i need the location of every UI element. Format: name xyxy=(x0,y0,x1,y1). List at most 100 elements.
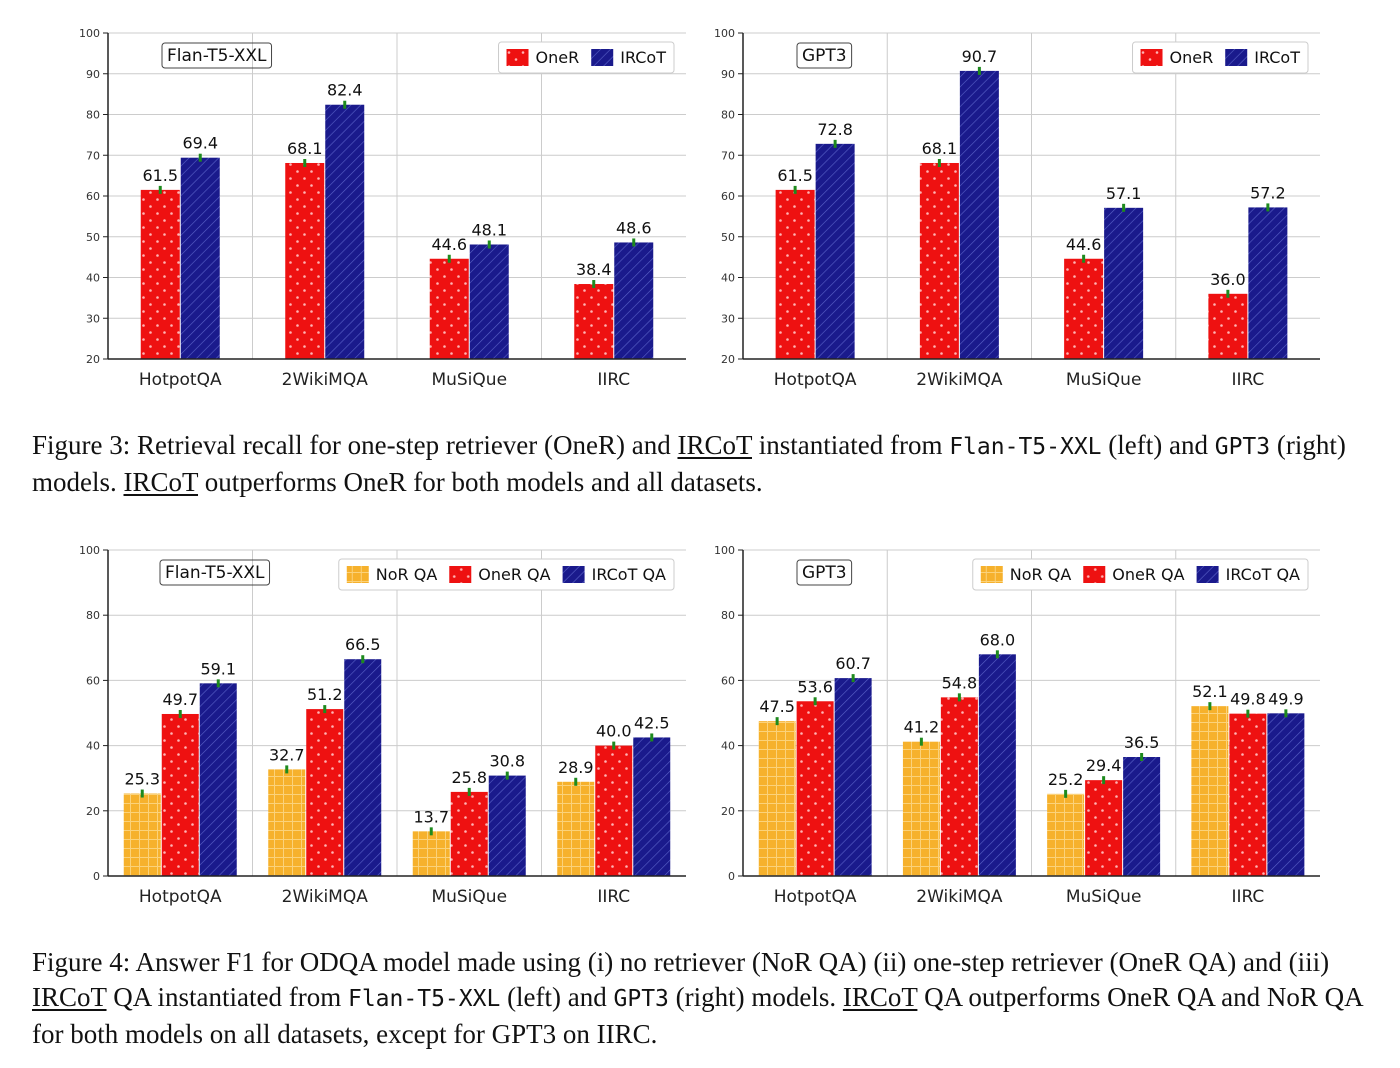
y-tick-label: 40 xyxy=(86,740,100,753)
y-tick-label: 100 xyxy=(714,27,735,40)
x-tick-label: MuSiQue xyxy=(431,370,507,390)
data-label: 32.7 xyxy=(269,745,305,764)
bar-ircot xyxy=(959,70,999,360)
bar-ircot xyxy=(1248,207,1288,359)
bar-nor xyxy=(902,741,940,876)
bar-ircot xyxy=(325,104,365,359)
legend-swatch-ircot xyxy=(1196,566,1219,583)
legend-swatch-nor xyxy=(346,566,369,583)
y-tick-label: 80 xyxy=(721,609,735,622)
chart-title: Flan-T5-XXL xyxy=(165,563,265,583)
data-label: 25.8 xyxy=(451,768,487,787)
bar-oner xyxy=(796,701,834,876)
bar-oner xyxy=(919,162,959,359)
data-label: 49.7 xyxy=(162,690,198,709)
bar-ircot xyxy=(633,737,671,876)
chart-title-box xyxy=(161,42,273,69)
y-tick-label: 100 xyxy=(714,544,735,557)
y-tick-label: 0 xyxy=(93,870,100,883)
data-label: 68.0 xyxy=(980,630,1016,649)
data-label: 66.5 xyxy=(345,635,381,654)
data-label: 68.1 xyxy=(922,139,958,158)
bar-oner xyxy=(306,709,344,876)
data-label: 29.4 xyxy=(1086,756,1122,775)
x-tick-label: MuSiQue xyxy=(1066,370,1142,390)
legend-swatch-ircot xyxy=(1225,49,1248,66)
x-tick-label: 2WikiMQA xyxy=(282,370,369,390)
bar-ircot xyxy=(614,242,654,359)
figure-3-caption: Figure 3: Retrieval recall for one-step … xyxy=(32,430,1346,497)
y-tick-label: 30 xyxy=(86,312,100,325)
x-tick-label: IIRC xyxy=(1231,887,1264,907)
legend-box xyxy=(972,558,1309,591)
y-tick-label: 100 xyxy=(79,27,100,40)
bar-oner xyxy=(574,284,614,359)
legend-swatch-ircot xyxy=(562,566,585,583)
bar-oner xyxy=(1064,258,1104,359)
legend-label: OneR xyxy=(1170,48,1214,67)
y-tick-label: 30 xyxy=(721,312,735,325)
data-label: 41.2 xyxy=(904,718,940,737)
x-tick-label: IIRC xyxy=(597,887,630,907)
data-label: 48.6 xyxy=(616,218,652,237)
x-tick-label: HotpotQA xyxy=(774,887,857,907)
data-label: 40.0 xyxy=(596,722,632,741)
legend-swatch-oner xyxy=(1140,49,1163,66)
data-label: 47.5 xyxy=(759,697,795,716)
y-tick-label: 60 xyxy=(86,190,100,203)
legend-box xyxy=(338,558,675,591)
legend-label: OneR xyxy=(536,48,580,67)
x-tick-label: 2WikiMQA xyxy=(916,370,1003,390)
data-label: 82.4 xyxy=(327,81,363,100)
chart-title-box xyxy=(796,42,853,69)
legend-label: NoR QA xyxy=(1010,565,1072,584)
data-label: 42.5 xyxy=(634,713,670,732)
y-tick-label: 20 xyxy=(86,805,100,818)
y-tick-label: 60 xyxy=(721,674,735,687)
data-label: 25.2 xyxy=(1048,770,1084,789)
bar-nor xyxy=(412,831,450,876)
legend-box xyxy=(498,41,675,74)
data-label: 44.6 xyxy=(1066,235,1102,254)
y-tick-label: 20 xyxy=(721,805,735,818)
x-tick-label: MuSiQue xyxy=(1066,887,1142,907)
chart-title: Flan-T5-XXL xyxy=(167,46,267,66)
data-label: 52.1 xyxy=(1192,682,1228,701)
bar-oner xyxy=(940,697,978,876)
data-label: 90.7 xyxy=(962,47,998,66)
data-label: 25.3 xyxy=(124,770,160,789)
y-tick-label: 40 xyxy=(721,740,735,753)
data-label: 59.1 xyxy=(200,659,236,678)
x-tick-label: 2WikiMQA xyxy=(282,887,369,907)
data-label: 49.8 xyxy=(1230,690,1266,709)
bar-oner xyxy=(161,713,199,876)
bar-oner xyxy=(1085,780,1123,876)
data-label: 28.9 xyxy=(558,758,594,777)
data-label: 30.8 xyxy=(489,752,525,771)
bar-oner xyxy=(285,162,325,359)
legend-box xyxy=(1132,41,1309,74)
data-label: 49.9 xyxy=(1268,689,1304,708)
bar-ircot xyxy=(978,654,1016,876)
legend-swatch-oner xyxy=(506,49,529,66)
legend-label: IRCoT xyxy=(1254,48,1300,67)
data-label: 13.7 xyxy=(413,807,449,826)
chart-title: GPT3 xyxy=(802,563,847,583)
bar-ircot xyxy=(1123,757,1161,876)
y-tick-label: 50 xyxy=(721,231,735,244)
chart-title-box xyxy=(159,559,271,586)
bar-oner xyxy=(595,745,633,876)
bar-nor xyxy=(1047,793,1085,876)
x-tick-label: HotpotQA xyxy=(139,887,222,907)
y-tick-label: 40 xyxy=(721,272,735,285)
legend: NoR QA OneR QA IRCoT QA xyxy=(972,558,1309,591)
data-label: 51.2 xyxy=(307,685,343,704)
bar-oner xyxy=(775,189,815,359)
y-tick-label: 70 xyxy=(721,149,735,162)
data-label: 60.7 xyxy=(835,654,871,673)
data-label: 57.2 xyxy=(1250,183,1286,202)
bar-ircot xyxy=(180,157,220,359)
bar-ircot xyxy=(1104,207,1144,359)
data-label: 53.6 xyxy=(797,677,833,696)
y-tick-label: 90 xyxy=(86,68,100,81)
